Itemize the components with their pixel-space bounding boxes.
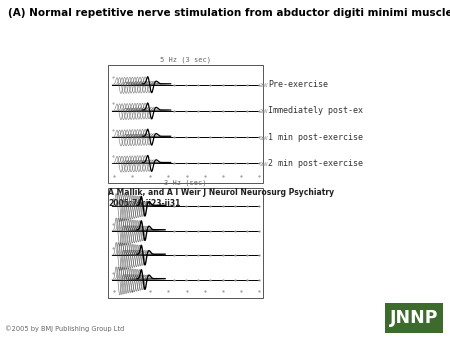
Text: 2 min post-exercise: 2 min post-exercise [268, 159, 363, 168]
Text: 2mV: 2mV [260, 136, 269, 141]
Text: 2mV: 2mV [260, 110, 269, 115]
FancyBboxPatch shape [385, 303, 443, 333]
Text: Pre-exercise: Pre-exercise [268, 80, 328, 89]
Text: JNNP: JNNP [390, 309, 438, 327]
FancyBboxPatch shape [108, 188, 263, 298]
Text: Immediately post-ex: Immediately post-ex [268, 106, 363, 115]
Text: A Mallik, and A I Weir J Neurol Neurosurg Psychiatry
2005;76:ii23-ii31: A Mallik, and A I Weir J Neurol Neurosur… [108, 188, 334, 208]
FancyBboxPatch shape [108, 65, 263, 183]
Text: 2mV: 2mV [260, 162, 269, 167]
Text: 1 min post-exercise: 1 min post-exercise [268, 132, 363, 142]
Text: (A) Normal repetitive nerve stimulation from abductor digiti minimi muscle in th: (A) Normal repetitive nerve stimulation … [8, 8, 450, 18]
Text: ©2005 by BMJ Publishing Group Ltd: ©2005 by BMJ Publishing Group Ltd [5, 325, 124, 332]
Text: 3 Hz (sec): 3 Hz (sec) [164, 179, 207, 186]
Text: 5 Hz (3 sec): 5 Hz (3 sec) [160, 56, 211, 63]
Text: 2mV: 2mV [260, 83, 269, 88]
